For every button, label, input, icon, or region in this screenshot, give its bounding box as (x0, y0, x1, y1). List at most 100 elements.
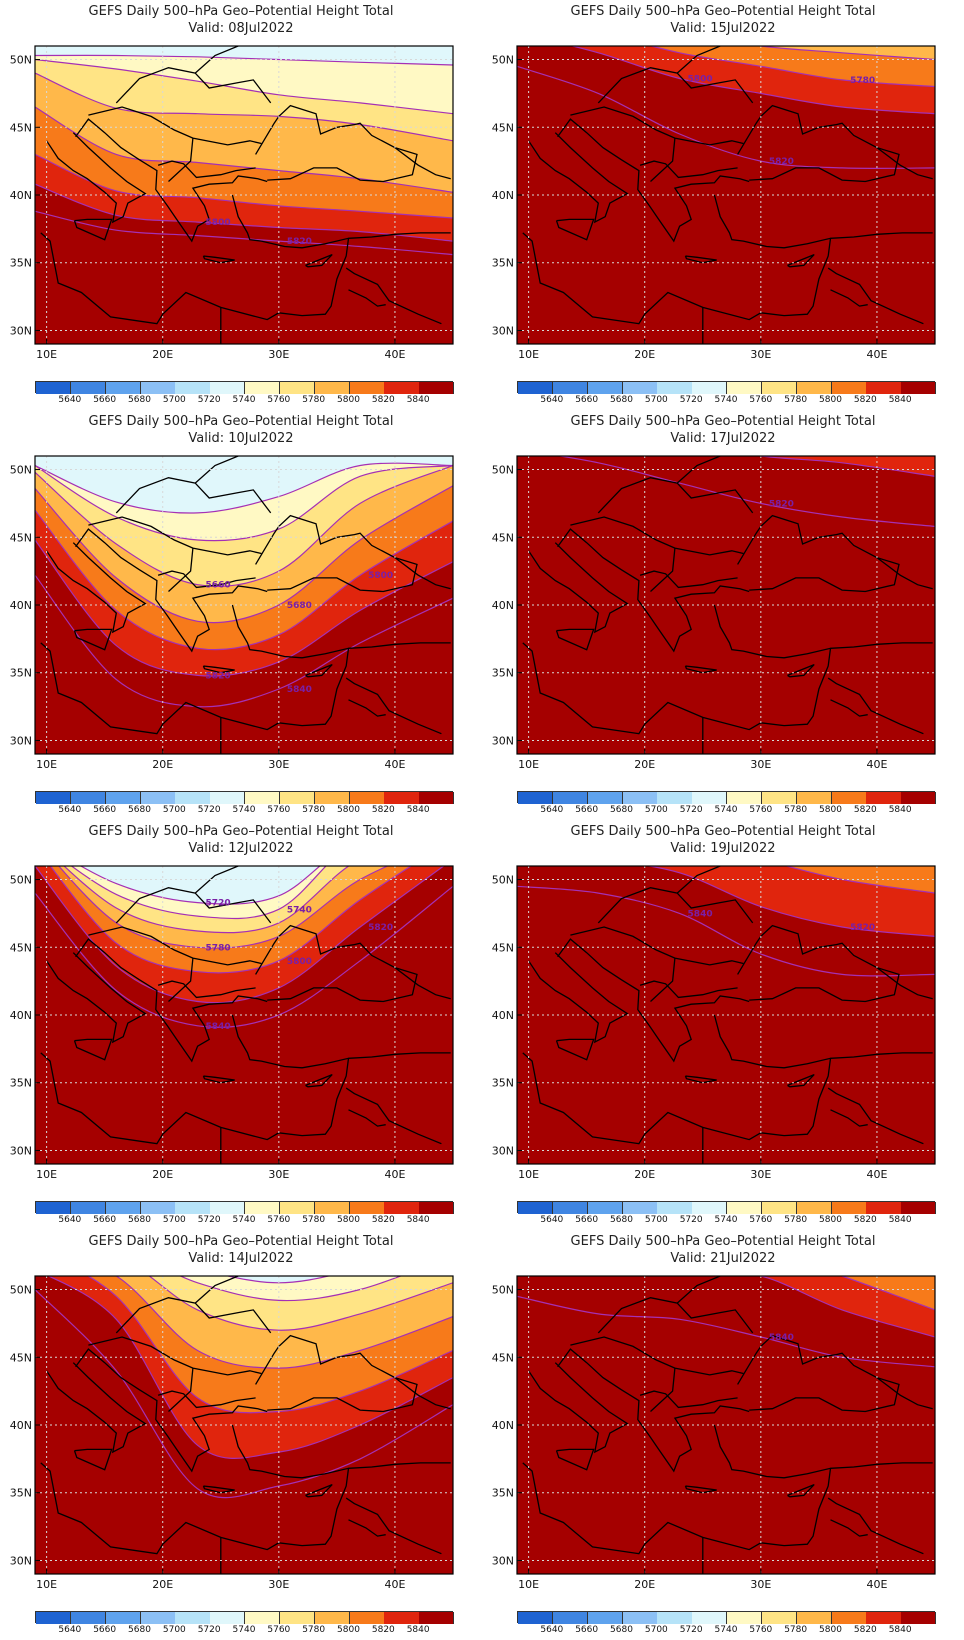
height-field-map: 5780 5800 5820 10E 20E 30E 40E 50N 45N 40N 35N 30N (492, 45, 936, 361)
y-tick-label: 45N (10, 1351, 32, 1364)
coastline-segment (40, 1424, 350, 1555)
coastline-segment (830, 699, 868, 717)
legend-swatch (657, 792, 693, 804)
coastline-segment (676, 1276, 721, 1304)
panel-title: GEFS Daily 500–hPa Geo–Potential Height … (570, 4, 876, 19)
legend-swatch (831, 382, 867, 394)
coastlines (40, 46, 451, 344)
x-tick-label: 30E (268, 348, 289, 361)
contour-line (35, 1289, 453, 1499)
legend-value: 5680 (610, 395, 633, 405)
coastline-segment (88, 106, 262, 146)
legend-swatch (314, 1202, 350, 1214)
coastlines (522, 456, 933, 754)
legend-swatch (866, 1202, 902, 1214)
x-tick-label: 20E (152, 758, 173, 771)
contour-line (47, 1276, 453, 1459)
contour-label: 5780 (850, 76, 875, 86)
legend-value: 5740 (232, 1215, 256, 1225)
coastline-segment (115, 67, 272, 104)
coastline-segment (88, 926, 262, 966)
legend-swatch (384, 1612, 420, 1624)
legend-value: 5720 (197, 395, 221, 405)
coastline-segment (684, 255, 717, 264)
coastline-segment (570, 106, 744, 146)
legend-swatch (901, 1612, 937, 1624)
coastline-segment (348, 289, 386, 307)
coastline-segment (348, 232, 451, 239)
legend-value: 5840 (406, 395, 430, 405)
legend-swatch (518, 382, 554, 394)
coastline-segment (394, 1377, 451, 1410)
coastline-segment (827, 1497, 924, 1555)
x-tick-label: 20E (634, 348, 655, 361)
coastline-segment (827, 1087, 924, 1145)
coastline-segment (555, 1448, 595, 1471)
coastline-segment (876, 557, 933, 590)
legend-value: 5820 (853, 805, 877, 815)
x-tick-label: 40E (384, 348, 405, 361)
coastline-segment (737, 1334, 900, 1413)
coastline-segment (787, 1483, 815, 1498)
coastline-segment (830, 1462, 933, 1469)
y-tick-label: 50N (492, 464, 514, 477)
legend-swatch (175, 792, 211, 804)
coastline-segment (305, 1073, 333, 1088)
y-tick-label: 45N (492, 1351, 514, 1364)
legend-swatch (140, 382, 176, 394)
y-tick-label: 50N (10, 874, 32, 887)
y-tick-label: 30N (10, 734, 32, 747)
coastline-segment (676, 456, 721, 484)
coastline-segment (876, 967, 933, 1000)
contour-line (649, 46, 935, 88)
legend-value: 5700 (162, 1625, 186, 1635)
legend-swatch (657, 382, 693, 394)
legend-swatch (901, 792, 937, 804)
legend-swatch (419, 1202, 455, 1214)
legend-swatch (419, 382, 455, 394)
legend-swatch (349, 382, 385, 394)
coastlines (522, 866, 933, 1164)
coastline-segment (650, 958, 676, 1002)
contour-line (35, 54, 453, 66)
panel-title: GEFS Daily 500–hPa Geo–Potential Height … (88, 1234, 394, 1249)
legend-value: 5760 (749, 805, 773, 815)
map-panel-3: GEFS Daily 500–hPa Geo–Potential Height … (0, 410, 482, 820)
color-legend (517, 791, 937, 804)
contour-line (35, 485, 453, 624)
legend-swatch (761, 792, 798, 804)
coastline-segment (394, 557, 451, 590)
height-band (517, 1296, 935, 1574)
coastline-segment (557, 938, 750, 1063)
legend-value: 5660 (575, 805, 599, 815)
legend-swatch (587, 792, 623, 804)
legend-value: 5680 (128, 805, 151, 815)
contour-line (148, 1276, 453, 1331)
y-tick-label: 45N (492, 121, 514, 134)
coastline-segment (255, 924, 418, 1003)
contour-line (517, 428, 935, 435)
legend-value: 5640 (540, 1625, 564, 1635)
coastline-segment (75, 938, 268, 1063)
coastline-segment (168, 958, 194, 1002)
height-band (35, 575, 453, 754)
legend-swatch (384, 792, 420, 804)
coastline-segment (827, 267, 924, 325)
coastline-segment (827, 677, 924, 735)
coastline-segment (345, 267, 442, 325)
legend-swatch (140, 792, 176, 804)
legend-value: 5720 (197, 805, 221, 815)
height-band (517, 66, 935, 344)
legend-swatch (140, 1202, 176, 1214)
legend-value: 5660 (93, 395, 117, 405)
y-tick-label: 30N (10, 324, 32, 337)
y-tick-label: 30N (10, 1554, 32, 1567)
y-tick-label: 40N (10, 1419, 32, 1432)
legend-value: 5660 (575, 395, 599, 405)
coastline-segment (528, 542, 629, 634)
legend-swatch (901, 1202, 937, 1214)
legend-swatch (552, 792, 589, 804)
contour-line (79, 866, 321, 905)
contour-line (570, 46, 935, 115)
coastline-segment (115, 1297, 272, 1334)
